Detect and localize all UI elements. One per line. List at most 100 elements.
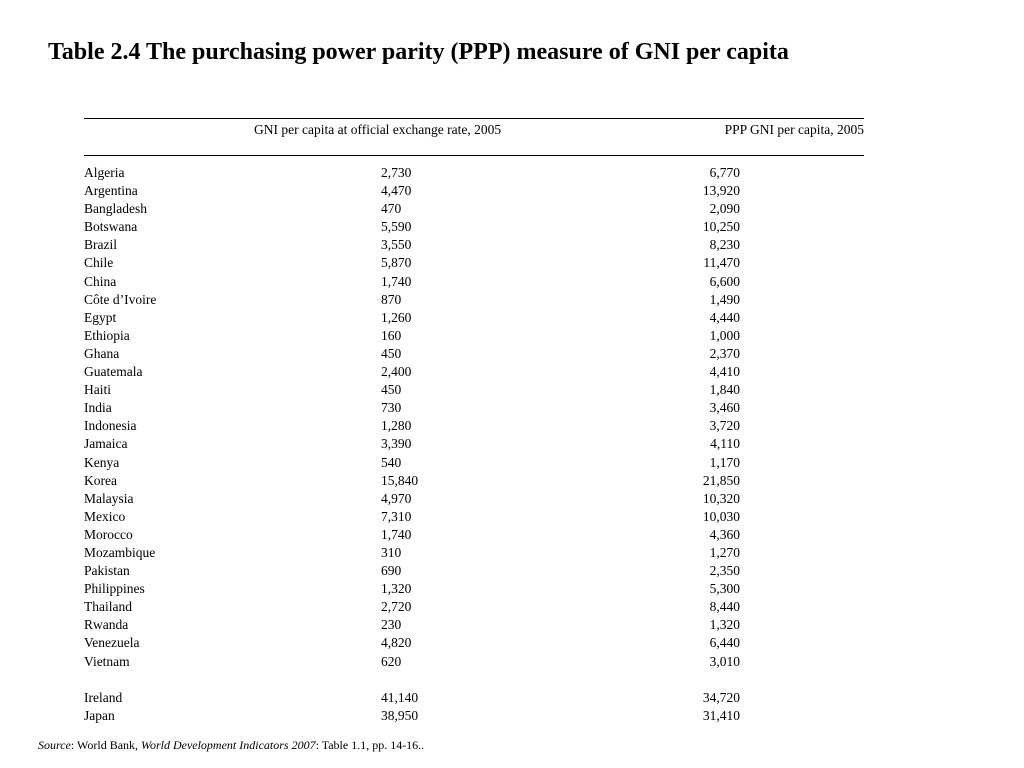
- country-cell: Malaysia: [84, 490, 134, 506]
- table-row: China 1,740 6,600: [84, 273, 864, 291]
- ppp-cell: 2,090: [709, 201, 740, 217]
- country-cell: Pakistan: [84, 563, 130, 579]
- table-row: Mexico 7,310 10,030: [84, 508, 864, 526]
- country-cell: Venezuela: [84, 635, 140, 651]
- table-row: Côte d’Ivoire 870 1,490: [84, 291, 864, 309]
- gni-cell: 230: [381, 617, 402, 633]
- table-row: Korea 15,840 21,850: [84, 472, 864, 490]
- table-row: Vietnam 620 3,010: [84, 653, 864, 671]
- gni-cell: 15,840: [381, 472, 419, 488]
- source-detail: : Table 1.1, pp. 14-16..: [315, 738, 425, 752]
- ppp-cell: 4,110: [710, 436, 740, 452]
- ppp-cell: 4,360: [709, 526, 740, 542]
- table-row: Kenya 540 1,170: [84, 454, 864, 472]
- gni-cell: 160: [381, 327, 402, 343]
- gni-cell: 4,970: [381, 490, 412, 506]
- table-row: Philippines 1,320 5,300: [84, 580, 864, 598]
- table-row: Botswana 5,590 10,250: [84, 218, 864, 236]
- country-cell: Kenya: [84, 454, 120, 470]
- country-cell: Ghana: [84, 345, 120, 361]
- ppp-cell: 10,320: [702, 490, 740, 506]
- gni-cell: 3,550: [381, 237, 412, 253]
- ppp-cell: 10,030: [702, 508, 740, 524]
- ppp-cell: 34,720: [702, 689, 740, 705]
- header-gni: GNI per capita at official exchange rate…: [254, 122, 502, 137]
- source-publication: World Development Indicators 2007: [141, 738, 316, 752]
- ppp-cell: 8,230: [709, 237, 740, 253]
- table-header-rule: [84, 155, 864, 156]
- country-cell: Indonesia: [84, 418, 137, 434]
- table-body: Algeria 2,730 6,770 Argentina 4,470 13,920 Ban…: [84, 156, 864, 725]
- table-row: Malaysia 4,970 10,320: [84, 490, 864, 508]
- country-cell: Philippines: [84, 581, 145, 597]
- ppp-cell: 4,410: [709, 364, 740, 380]
- country-cell: Vietnam: [84, 653, 130, 669]
- ppp-cell: 1,000: [709, 327, 740, 343]
- table-row: Bangladesh 470 2,090: [84, 200, 864, 218]
- gni-cell: 2,720: [381, 599, 412, 615]
- table-row: Guatemala 2,400 4,410: [84, 363, 864, 381]
- gni-table: GNI per capita at official exchange rate…: [84, 118, 864, 725]
- gni-cell: 4,820: [381, 635, 412, 651]
- country-cell: Korea: [84, 472, 117, 488]
- country-cell: Ireland: [84, 689, 123, 705]
- gni-cell: 1,740: [381, 273, 412, 289]
- table-row: Ghana 450 2,370: [84, 345, 864, 363]
- source-prefix: : World Bank,: [70, 738, 142, 752]
- ppp-cell: 3,010: [709, 653, 740, 669]
- gni-cell: 7,310: [381, 508, 412, 524]
- ppp-cell: 1,270: [709, 544, 740, 560]
- ppp-cell: 6,600: [709, 273, 740, 289]
- country-cell: Haiti: [84, 382, 111, 398]
- gni-cell: 5,590: [381, 219, 412, 235]
- country-cell: Algeria: [84, 165, 125, 180]
- gni-cell: 870: [381, 291, 402, 307]
- table-row: Morocco 1,740 4,360: [84, 526, 864, 544]
- table-header: GNI per capita at official exchange rate…: [84, 119, 864, 155]
- ppp-cell: 31,410: [702, 707, 740, 723]
- gni-cell: 450: [381, 382, 402, 398]
- ppp-cell: 1,490: [709, 291, 740, 307]
- row-gap: [84, 671, 864, 689]
- header-ppp: PPP GNI per capita, 2005: [724, 122, 864, 137]
- country-cell: Bangladesh: [84, 201, 147, 217]
- country-cell: Egypt: [84, 309, 117, 325]
- country-cell: Brazil: [84, 237, 117, 253]
- ppp-cell: 1,320: [709, 617, 740, 633]
- gni-cell: 1,320: [381, 581, 412, 597]
- source-note: Source: World Bank, World Development In…: [38, 738, 424, 753]
- source-label: Source: [38, 738, 71, 752]
- country-cell: Morocco: [84, 526, 133, 542]
- table-row: Jamaica 3,390 4,110: [84, 435, 864, 453]
- ppp-cell: 21,850: [702, 472, 740, 488]
- gni-cell: 2,400: [381, 364, 412, 380]
- gni-cell: 5,870: [381, 255, 412, 271]
- gni-cell: 310: [381, 544, 402, 560]
- country-cell: Thailand: [84, 599, 132, 615]
- gni-cell: 470: [381, 201, 402, 217]
- ppp-cell: 6,440: [709, 635, 740, 651]
- table-row: Rwanda 230 1,320: [84, 616, 864, 634]
- gni-cell: 1,280: [381, 418, 412, 434]
- gni-cell: 540: [381, 454, 402, 470]
- country-cell: Botswana: [84, 219, 138, 235]
- table-top-rule: [84, 118, 864, 119]
- table-row: Algeria 2,730 6,770: [84, 164, 864, 182]
- gni-cell: 1,260: [381, 309, 412, 325]
- ppp-cell: 13,920: [702, 183, 740, 199]
- table-row: India 730 3,460: [84, 399, 864, 417]
- country-cell: Guatemala: [84, 364, 143, 380]
- ppp-cell: 2,350: [709, 563, 740, 579]
- table-row: Egypt 1,260 4,440: [84, 309, 864, 327]
- table-row: Thailand 2,720 8,440: [84, 598, 864, 616]
- gni-cell: 2,730: [381, 165, 412, 180]
- ppp-cell: 10,250: [702, 219, 740, 235]
- ppp-cell: 1,170: [709, 454, 740, 470]
- gni-cell: 3,390: [381, 436, 412, 452]
- ppp-cell: 4,440: [709, 309, 740, 325]
- table-row: Chile 5,870 11,470: [84, 254, 864, 272]
- table-row: Ireland 41,140 34,720: [84, 689, 864, 707]
- country-cell: Japan: [84, 707, 115, 723]
- table-row: Venezuela 4,820 6,440: [84, 634, 864, 652]
- ppp-cell: 5,300: [709, 581, 740, 597]
